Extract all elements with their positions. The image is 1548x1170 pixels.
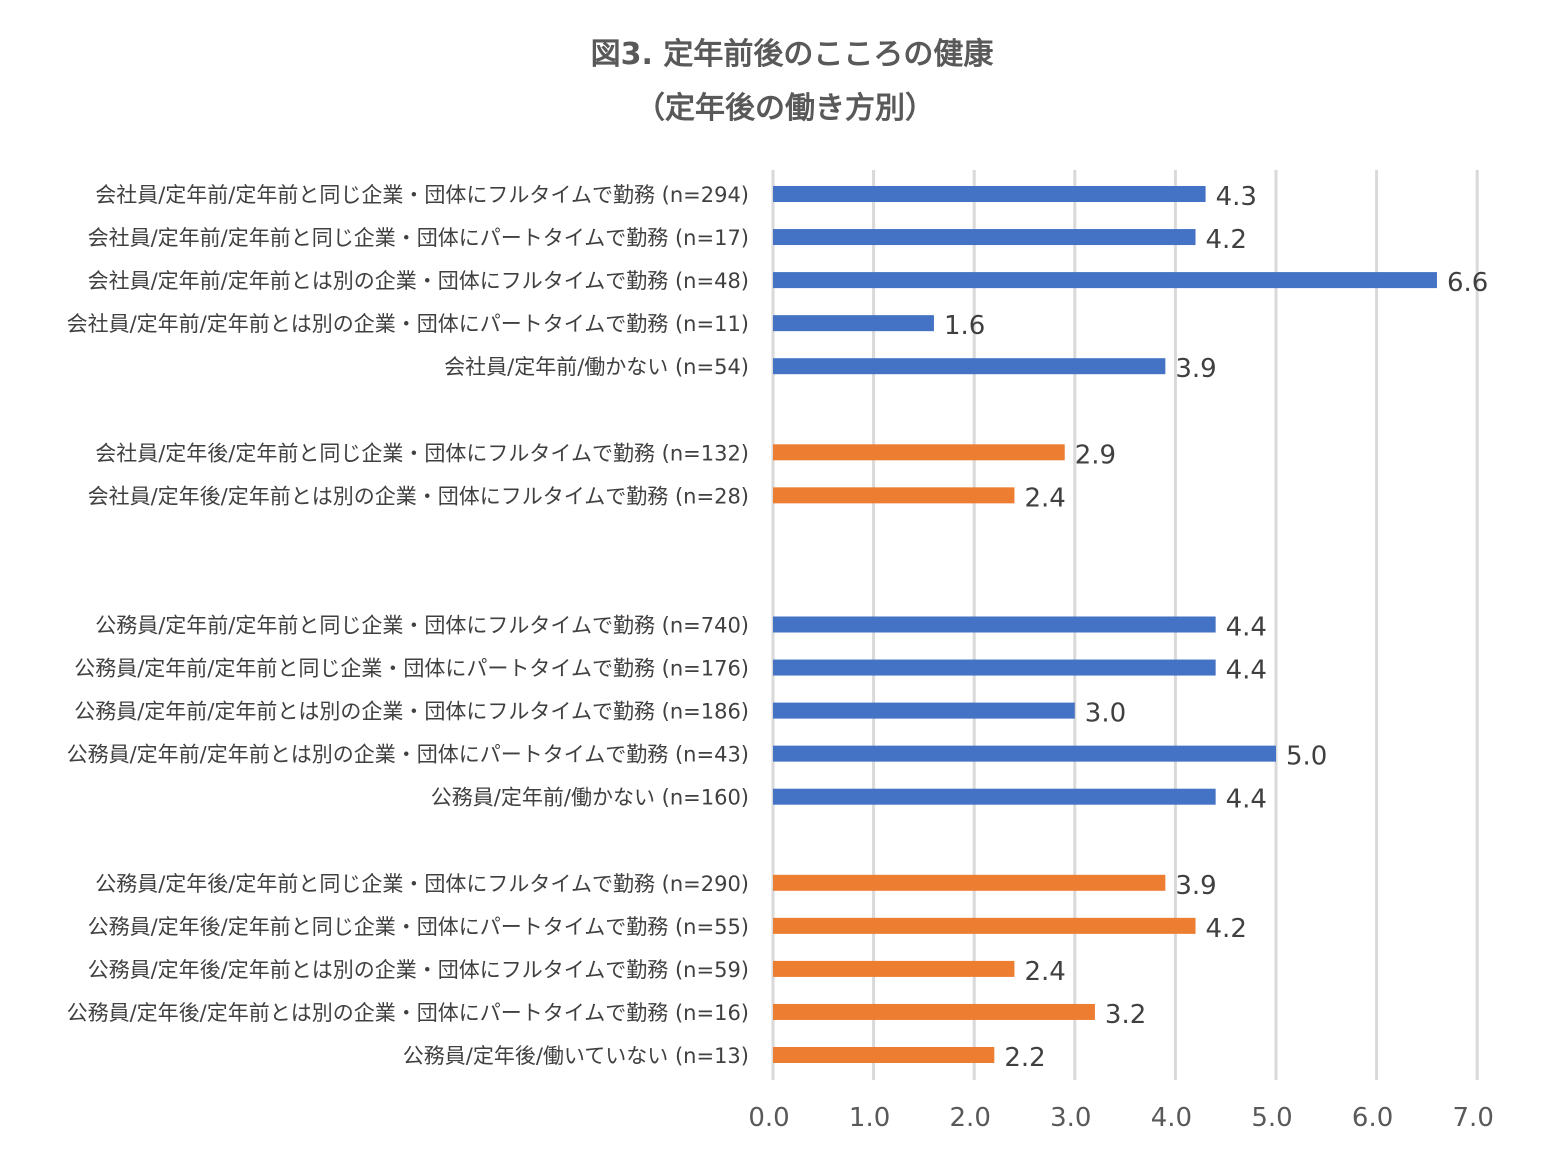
data-label: 2.4 xyxy=(1024,483,1065,513)
bar xyxy=(773,186,1206,202)
category-label: 公務員/定年後/定年前とは別の企業・団体にフルタイムで勤務 (n=59) xyxy=(88,958,749,982)
category-label: 公務員/定年後/定年前とは別の企業・団体にパートタイムで勤務 (n=16) xyxy=(67,1001,749,1025)
data-label: 4.4 xyxy=(1226,613,1267,643)
data-label: 2.4 xyxy=(1024,957,1065,987)
category-labels: 会社員/定年前/定年前と同じ企業・団体にフルタイムで勤務 (n=294) 会社員/… xyxy=(67,183,749,1068)
chart-subtitle: （定年後の働き方別） xyxy=(635,91,935,126)
data-label: 3.0 xyxy=(1085,699,1126,729)
category-label: 公務員/定年前/働かない (n=160) xyxy=(431,786,749,810)
data-label: 3.9 xyxy=(1175,354,1216,384)
bars xyxy=(773,186,1437,1063)
bar xyxy=(773,702,1075,719)
data-label: 4.2 xyxy=(1206,914,1247,944)
category-label: 会社員/定年前/定年前と同じ企業・団体にフルタイムで勤務 (n=294) xyxy=(95,183,749,207)
data-label: 4.4 xyxy=(1226,656,1267,686)
category-label: 公務員/定年前/定年前とは別の企業・団体にパートタイムで勤務 (n=43) xyxy=(67,743,749,767)
x-tick-label: 2.0 xyxy=(950,1103,991,1133)
x-tick-label: 4.0 xyxy=(1151,1103,1192,1133)
category-label: 公務員/定年後/定年前と同じ企業・団体にパートタイムで勤務 (n=55) xyxy=(88,915,749,939)
bar xyxy=(773,960,1015,977)
data-label: 5.0 xyxy=(1286,742,1327,772)
x-tick-label: 5.0 xyxy=(1251,1103,1292,1133)
bar xyxy=(773,745,1276,762)
category-label: 公務員/定年前/定年前とは別の企業・団体にフルタイムで勤務 (n=186) xyxy=(74,700,749,724)
data-label: 4.4 xyxy=(1226,785,1267,815)
chart-title: 図3. 定年前後のこころの健康 xyxy=(591,37,995,72)
data-label: 4.2 xyxy=(1206,225,1247,255)
x-axis-ticks: 0.0 1.0 2.0 3.0 4.0 5.0 6.0 7.0 xyxy=(748,1103,1494,1133)
x-tick-label: 6.0 xyxy=(1352,1103,1393,1133)
data-label: 4.3 xyxy=(1216,182,1257,212)
data-label: 2.9 xyxy=(1075,440,1116,470)
bar xyxy=(773,874,1166,891)
category-label: 会社員/定年後/定年前とは別の企業・団体にフルタイムで勤務 (n=28) xyxy=(88,484,749,508)
bar xyxy=(773,444,1065,461)
data-label: 6.6 xyxy=(1447,268,1488,298)
data-label: 1.6 xyxy=(944,311,985,341)
category-label: 公務員/定年後/定年前と同じ企業・団体にフルタイムで勤務 (n=290) xyxy=(95,872,749,896)
bar xyxy=(773,917,1196,934)
bar xyxy=(773,659,1216,676)
category-label: 会社員/定年前/働かない (n=54) xyxy=(444,355,749,379)
bar xyxy=(773,1003,1095,1020)
bar xyxy=(773,487,1015,504)
category-label: 会社員/定年後/定年前と同じ企業・団体にフルタイムで勤務 (n=132) xyxy=(95,441,749,465)
bar xyxy=(773,616,1216,633)
category-label: 公務員/定年前/定年前と同じ企業・団体にフルタイムで勤務 (n=740) xyxy=(95,614,749,638)
x-tick-label: 7.0 xyxy=(1453,1103,1494,1133)
bar xyxy=(773,358,1166,375)
data-labels: 4.3 4.2 6.6 1.6 3.9 2.9 2.4 4.4 4.4 3.0 5.0 4.4 3.9 4… xyxy=(944,182,1488,1073)
category-label: 公務員/定年前/定年前と同じ企業・団体にパートタイムで勤務 (n=176) xyxy=(74,657,749,681)
bar xyxy=(773,229,1196,246)
data-label: 3.9 xyxy=(1175,871,1216,901)
x-tick-label: 0.0 xyxy=(748,1103,789,1133)
bar xyxy=(773,315,934,332)
data-label: 3.2 xyxy=(1105,1000,1146,1030)
x-tick-label: 3.0 xyxy=(1050,1103,1091,1133)
data-label: 2.2 xyxy=(1004,1043,1045,1073)
category-label: 会社員/定年前/定年前とは別の企業・団体にパートタイムで勤務 (n=11) xyxy=(67,312,749,336)
bar xyxy=(773,1047,995,1063)
bar xyxy=(773,272,1437,289)
bar xyxy=(773,788,1216,805)
category-label: 会社員/定年前/定年前とは別の企業・団体にフルタイムで勤務 (n=48) xyxy=(88,269,749,293)
x-tick-label: 1.0 xyxy=(849,1103,890,1133)
category-label: 公務員/定年後/働いていない (n=13) xyxy=(403,1044,749,1068)
category-label: 会社員/定年前/定年前と同じ企業・団体にパートタイムで勤務 (n=17) xyxy=(88,226,749,250)
